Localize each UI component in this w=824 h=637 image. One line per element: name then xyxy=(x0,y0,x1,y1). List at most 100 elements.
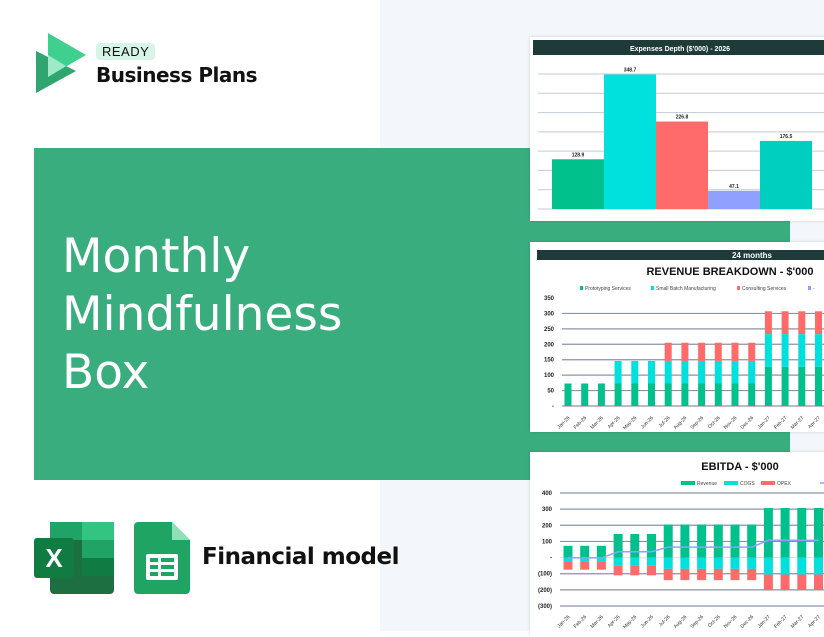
bar-segment xyxy=(697,568,707,581)
bar-segment xyxy=(763,574,773,590)
legend-swatch xyxy=(737,286,740,290)
bar-segment xyxy=(664,342,672,361)
x-tick-label: Aug-26 xyxy=(673,614,689,630)
title-line: Box xyxy=(62,345,150,400)
bar-segment xyxy=(563,545,573,558)
bar-segment xyxy=(798,334,806,367)
brand-badge: READY xyxy=(96,43,156,60)
bar-segment xyxy=(713,524,723,558)
x-tick-label: Feb-27 xyxy=(773,415,789,431)
bar-segment xyxy=(781,366,789,406)
x-tick-label: Feb-26 xyxy=(573,415,589,431)
x-tick-label: May-26 xyxy=(622,614,638,630)
bar-segment xyxy=(596,557,606,562)
y-tick-label: 200 xyxy=(544,342,555,348)
bar-segment xyxy=(664,360,672,384)
x-tick-label: Mar-26 xyxy=(589,415,605,431)
y-tick-label: 50 xyxy=(547,389,554,395)
bar-segment xyxy=(681,342,689,361)
bar-segment xyxy=(714,383,722,406)
y-tick-label: 100 xyxy=(542,539,553,545)
google-sheets-icon xyxy=(134,522,190,594)
x-tick-label: Apr-27 xyxy=(807,614,822,629)
series-line xyxy=(568,539,819,559)
bar-segment xyxy=(663,568,673,581)
bar-segment xyxy=(815,334,822,367)
legend-swatch xyxy=(724,481,738,485)
bar-segment xyxy=(680,568,690,581)
legend-label: Consulting Services xyxy=(742,286,787,292)
x-tick-label: Mar-27 xyxy=(790,614,806,630)
legend-swatch xyxy=(808,286,811,290)
x-tick-label: Jan-26 xyxy=(556,614,571,629)
x-tick-label: Jul-26 xyxy=(658,415,672,429)
bar-segment xyxy=(663,524,673,558)
bar-segment xyxy=(747,568,757,581)
hero-title: Monthly Mindfulness Box xyxy=(62,228,342,402)
legend-swatch xyxy=(580,286,583,290)
bar-segment xyxy=(764,334,772,367)
x-tick-label: Oct-26 xyxy=(707,415,722,430)
bar-segment xyxy=(698,342,706,361)
x-tick-label: Mar-26 xyxy=(589,614,605,630)
bar-segment xyxy=(798,311,806,335)
y-tick-label: 150 xyxy=(544,358,555,364)
bar-segment xyxy=(780,574,790,590)
x-tick-label: Oct-26 xyxy=(707,614,722,629)
legend-label: OPEX xyxy=(777,481,792,487)
bar-segment xyxy=(797,574,807,590)
y-tick-label: 400 xyxy=(542,491,553,497)
bar-segment xyxy=(596,561,606,570)
bar-segment xyxy=(730,557,740,569)
bar-segment xyxy=(714,360,722,384)
x-tick-label: Dec-26 xyxy=(739,415,755,431)
legend-label: COGS xyxy=(740,481,755,487)
legend-label: Prototyping Services xyxy=(585,286,631,292)
bar-segment xyxy=(730,524,740,558)
bar-segment xyxy=(580,557,590,562)
x-tick-label: Nov-26 xyxy=(723,415,739,431)
revenue-chart-card: 24 months REVENUE BREAKDOWN - $'000 - 50 100… xyxy=(530,242,824,432)
x-tick-label: Apr-27 xyxy=(807,415,822,430)
bar-segment xyxy=(748,383,756,406)
bar-segment xyxy=(647,557,656,566)
bar-segment xyxy=(814,574,823,590)
bar-segment xyxy=(680,524,690,558)
y-tick-label: (300) xyxy=(538,604,552,610)
bar xyxy=(604,74,656,209)
bar-segment xyxy=(763,557,773,575)
legend-swatch xyxy=(681,481,695,485)
bar-segment xyxy=(797,508,807,558)
y-tick-label: 350 xyxy=(544,296,555,302)
bar xyxy=(760,140,812,209)
bar-segment xyxy=(580,545,590,558)
y-tick-label: - xyxy=(552,404,554,410)
bar-segment xyxy=(698,360,706,384)
bar-segment xyxy=(681,360,689,384)
bar-segment xyxy=(731,360,739,384)
y-tick-label: (100) xyxy=(538,572,552,578)
bar-segment xyxy=(764,366,772,406)
title-line: Mindfulness xyxy=(62,287,343,342)
y-tick-label: 250 xyxy=(544,327,555,333)
x-tick-label: Sep-26 xyxy=(689,614,705,630)
data-label: 47.1 xyxy=(729,184,739,190)
bar-segment xyxy=(730,568,740,581)
bar-segment xyxy=(647,565,656,576)
bar-segment xyxy=(763,508,773,558)
bar-segment xyxy=(815,366,822,406)
data-label: 226.8 xyxy=(676,115,689,121)
data-label: 128.9 xyxy=(572,152,585,158)
chart-title: Expenses Depth ($'000) - 2026 xyxy=(630,46,730,53)
bar-segment xyxy=(630,534,640,558)
x-tick-label: Feb-26 xyxy=(573,614,589,630)
bar-segment xyxy=(798,366,806,406)
y-tick-label: - xyxy=(550,556,552,562)
bar-segment xyxy=(631,383,639,406)
financial-model-label: Financial model xyxy=(202,544,400,570)
bar-segment xyxy=(764,311,772,335)
chart-title: REVENUE BREAKDOWN - $'000 xyxy=(646,266,813,278)
x-tick-label: Jul-26 xyxy=(658,614,672,628)
bar-segment xyxy=(647,534,656,558)
bar-segment xyxy=(748,342,756,361)
